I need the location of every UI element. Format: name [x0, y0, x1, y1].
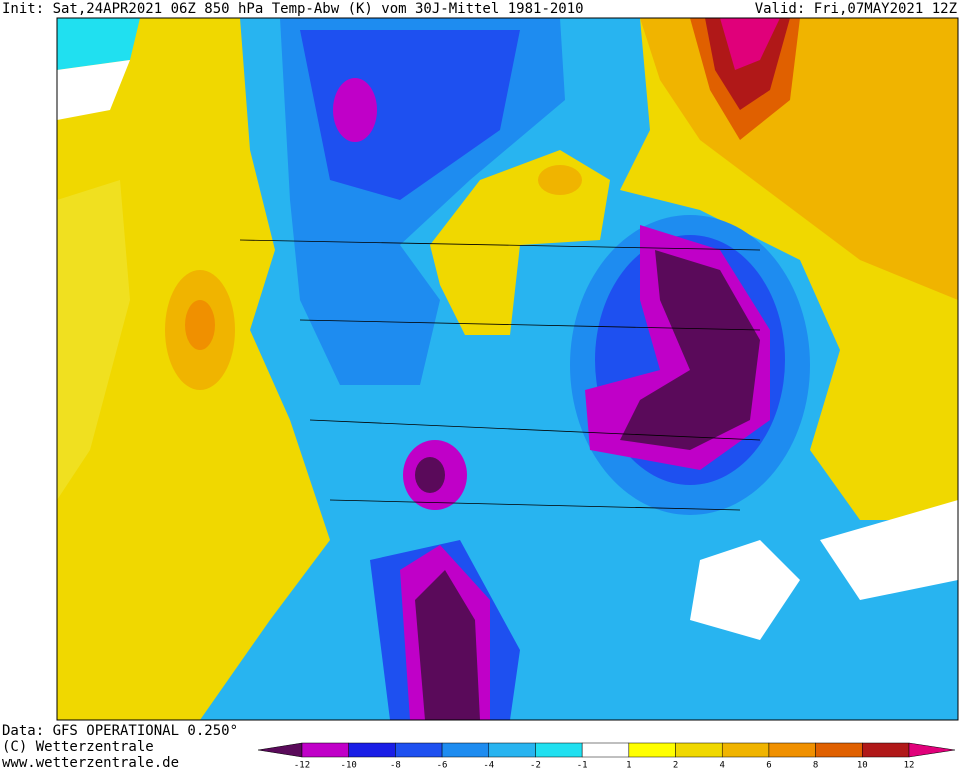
colorbar-tick-label: 12: [904, 761, 915, 771]
colorbar-swatch: [488, 742, 536, 758]
colorbar-tick-label: 10: [857, 761, 868, 771]
colorbar-arrow: [908, 742, 956, 758]
colorbar-swatch: [815, 742, 863, 758]
footer-line: Data: GFS OPERATIONAL 0.250°: [2, 723, 238, 739]
colorbar-tick-label: 8: [813, 761, 818, 771]
colorbar-tick-label: 4: [720, 761, 725, 771]
colorbar-tick-label: -2: [530, 761, 541, 771]
colorbar-swatch: [675, 742, 723, 758]
colorbar-tick-label: -4: [483, 761, 494, 771]
colorbar-tick-label: 1: [626, 761, 631, 771]
colorbar-swatch: [628, 742, 676, 758]
map: [56, 17, 959, 721]
footer-line: www.wetterzentrale.de: [2, 755, 179, 770]
colorbar: -12 -10 -8 -6 -4 -2 -1 1 2 4 6 8 10 12: [257, 742, 956, 771]
colorbar-tick-label: 6: [766, 761, 771, 771]
colorbar-swatch: [395, 742, 443, 758]
colorbar-tick-label: -8: [390, 761, 401, 771]
colorbar-tick-label: -1: [577, 761, 588, 771]
colorbar-swatch: [301, 742, 349, 758]
colorbar-swatch: [768, 742, 816, 758]
colorbar-swatch: [535, 742, 583, 758]
colorbar-tick-label: -10: [341, 761, 357, 771]
footer-line: (C) Wetterzentrale: [2, 739, 154, 755]
header-left: Init: Sat,24APR2021 06Z 850 hPa Temp-Abw…: [2, 1, 584, 17]
colorbar-swatch: [348, 742, 396, 758]
colorbar-tick-label: -12: [294, 761, 310, 771]
colorbar-swatch: [721, 742, 770, 758]
header-right: Valid: Fri,07MAY2021 12Z: [755, 1, 957, 17]
colorbar-tick-label: 2: [673, 761, 678, 771]
colorbar-arrow: [257, 742, 303, 758]
colorbar-tick-label: -6: [437, 761, 448, 771]
colorbar-swatch: [581, 742, 630, 758]
colorbar-swatch: [441, 742, 490, 758]
colorbar-swatch: [862, 742, 910, 758]
